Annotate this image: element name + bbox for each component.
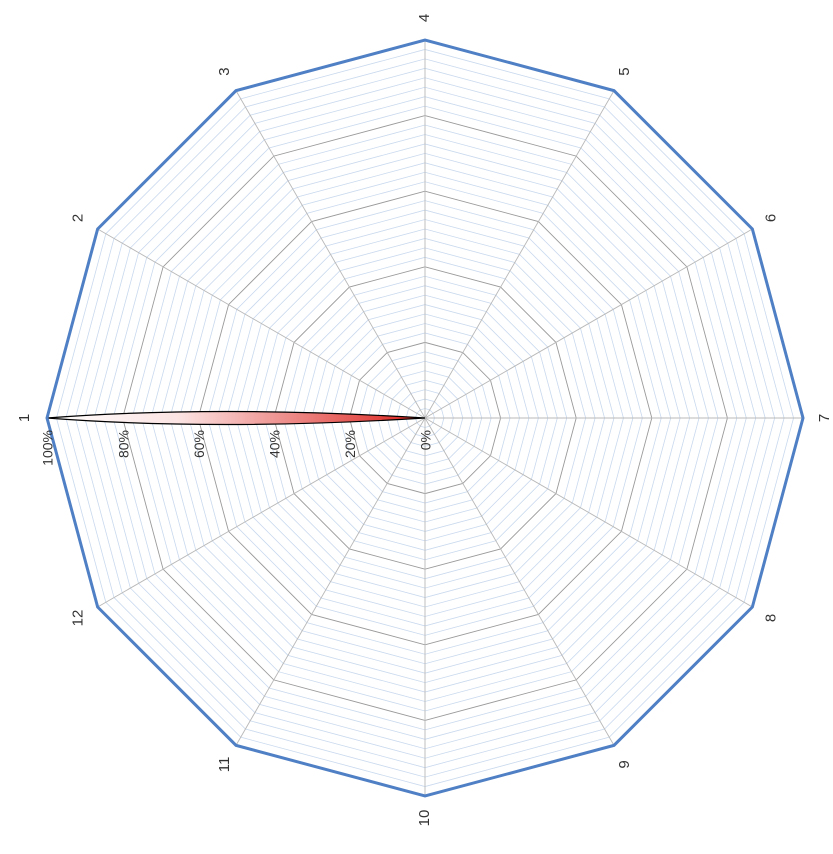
tick-label: 20% <box>342 430 358 458</box>
category-label-10: 10 <box>416 810 433 827</box>
category-label-5: 5 <box>616 67 633 75</box>
category-label-4: 4 <box>416 14 433 22</box>
category-label-2: 2 <box>70 214 87 222</box>
spoke-line <box>235 417 426 746</box>
tick-label: 80% <box>115 430 131 458</box>
spoke-line <box>424 228 753 419</box>
category-label-7: 7 <box>816 414 833 422</box>
category-label-11: 11 <box>216 757 233 773</box>
spoke-line <box>97 417 426 608</box>
radial-spokes <box>47 40 803 796</box>
spoke-line <box>97 228 426 419</box>
outer-boundary <box>45 38 805 798</box>
spoke-line <box>235 90 426 419</box>
category-label-8: 8 <box>762 614 779 622</box>
axis-tick-labels: 0% 20% 40% 60% 80% 100% <box>40 430 434 466</box>
category-label-9: 9 <box>616 760 633 768</box>
tick-label: 40% <box>267 430 283 458</box>
series-layer <box>46 410 426 426</box>
spoke-line <box>424 417 753 608</box>
category-label-12: 12 <box>70 610 87 627</box>
series-area <box>46 410 426 426</box>
category-label-3: 3 <box>216 67 233 75</box>
tick-label: 100% <box>40 430 56 466</box>
outer-boundary-polygon <box>45 38 805 798</box>
spoke-line <box>424 90 615 419</box>
tick-label: 60% <box>191 430 207 458</box>
spoke-line <box>424 417 615 746</box>
category-label-6: 6 <box>762 214 779 222</box>
category-label-1: 1 <box>16 414 33 422</box>
tick-label: 0% <box>418 430 434 450</box>
